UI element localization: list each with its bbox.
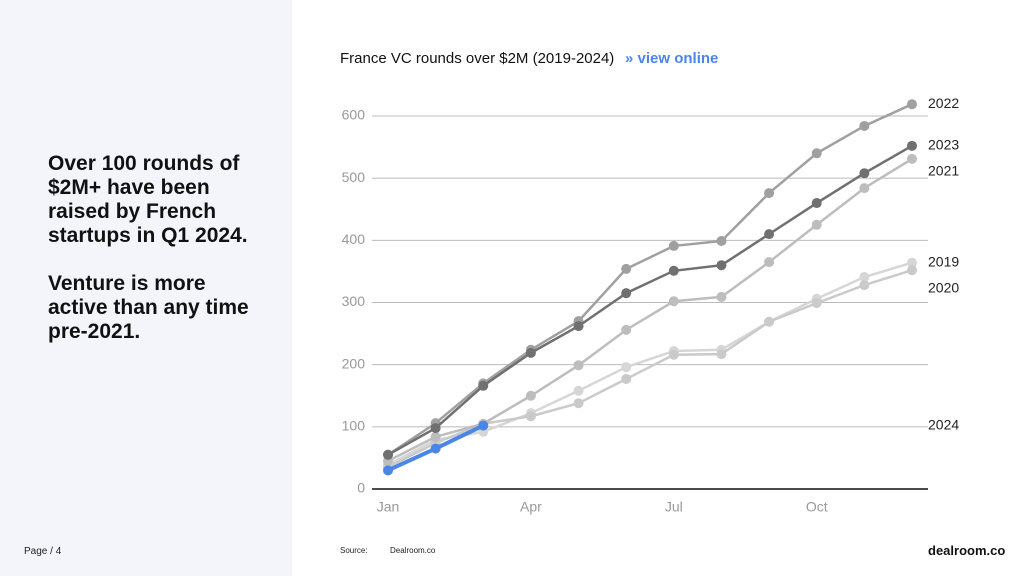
point — [907, 257, 917, 268]
point — [716, 235, 727, 246]
y-tick-label: 200 — [342, 355, 366, 371]
point — [716, 291, 727, 302]
legend-label: 2019 — [928, 253, 959, 269]
point — [764, 188, 775, 199]
point — [573, 321, 584, 332]
point — [859, 120, 870, 131]
y-tick-label: 100 — [342, 418, 366, 434]
legend-label: 2020 — [928, 279, 959, 295]
legend-label: 2021 — [928, 163, 959, 179]
point — [573, 360, 584, 371]
point — [383, 465, 393, 476]
point — [573, 398, 584, 409]
headline-text: Over 100 rounds of $2M+ have been raised… — [48, 152, 248, 247]
point — [621, 288, 632, 299]
y-tick-label: 600 — [342, 107, 366, 123]
headline: Over 100 rounds of $2M+ have been raised… — [48, 152, 263, 368]
page-number: Page / 4 — [24, 546, 62, 557]
point — [621, 362, 632, 373]
x-tick-label: Apr — [520, 499, 542, 515]
point — [621, 324, 632, 335]
point — [859, 280, 870, 291]
legend-label: 2024 — [928, 416, 959, 432]
point — [621, 373, 632, 384]
point — [478, 420, 489, 431]
point — [525, 347, 536, 358]
y-tick-label: 0 — [357, 480, 365, 496]
y-tick-label: 400 — [342, 231, 366, 247]
logo: dealroom.co — [928, 543, 1006, 558]
point — [907, 99, 917, 110]
point — [430, 423, 441, 434]
series-line — [387, 103, 913, 456]
point — [525, 411, 536, 422]
x-tick-label: Jan — [377, 499, 400, 515]
view-online-link[interactable]: » view online — [625, 50, 718, 67]
legend-label: 2022 — [928, 95, 959, 111]
point — [859, 183, 870, 194]
y-tick-label: 500 — [342, 169, 366, 185]
point — [859, 272, 870, 283]
series-line — [387, 261, 913, 466]
point — [621, 263, 632, 274]
x-tick-label: Jul — [665, 499, 683, 515]
point — [716, 349, 727, 360]
point — [668, 265, 679, 276]
point — [811, 219, 822, 230]
chart-title: France VC rounds over $2M (2019-2024) — [340, 50, 614, 67]
x-tick-label: Oct — [806, 499, 828, 515]
point — [907, 265, 917, 276]
point — [668, 349, 679, 360]
point — [811, 198, 822, 209]
point — [383, 449, 393, 460]
headline-text: Venture is more active than any time pre… — [48, 272, 249, 343]
point — [716, 260, 727, 271]
point — [430, 443, 441, 454]
point — [907, 153, 917, 164]
legend-label: 2023 — [928, 137, 959, 153]
y-tick-label: 300 — [342, 293, 366, 309]
point — [430, 431, 441, 442]
point — [668, 240, 679, 251]
series-line — [387, 268, 913, 469]
point — [764, 229, 775, 240]
point — [525, 390, 536, 401]
point — [859, 168, 870, 179]
left-panel: Over 100 rounds of $2M+ have been raised… — [0, 0, 292, 576]
series-line — [387, 157, 913, 463]
source-label: Source: — [340, 546, 368, 555]
point — [478, 380, 489, 391]
point — [668, 296, 679, 307]
series-line — [387, 144, 913, 456]
point — [573, 385, 584, 396]
point — [764, 316, 775, 327]
point — [811, 148, 822, 159]
point — [811, 298, 822, 309]
point — [907, 140, 917, 151]
point — [764, 257, 775, 268]
source: Dealroom.co — [390, 546, 436, 555]
